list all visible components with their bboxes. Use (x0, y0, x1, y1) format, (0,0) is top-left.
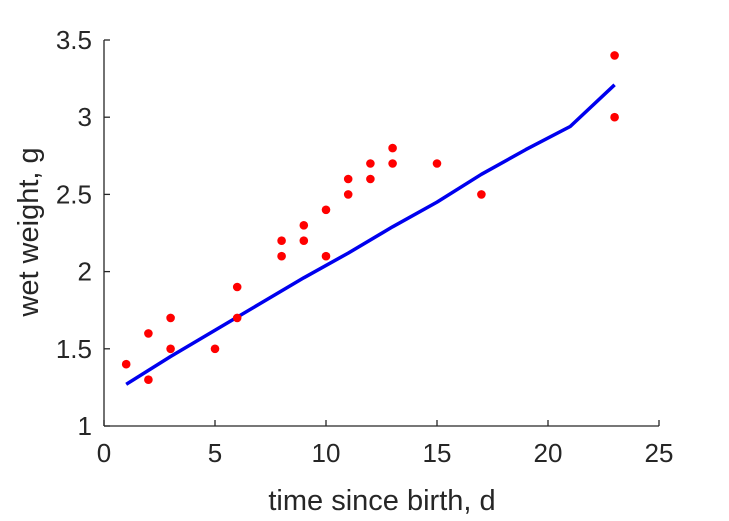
data-point (299, 221, 309, 230)
y-tick-label: 2.5 (56, 179, 92, 209)
x-tick-label: 15 (423, 438, 452, 468)
data-point (366, 174, 375, 184)
data-point (321, 251, 331, 261)
x-tick-label: 10 (312, 438, 341, 468)
data-point (610, 112, 619, 122)
data-point (210, 344, 220, 354)
tick-marks (103, 39, 660, 427)
x-tick-label: 0 (97, 438, 111, 468)
y-tick-label: 3.5 (56, 25, 92, 55)
axes (103, 40, 659, 427)
fit-line-layer (125, 83, 616, 386)
y-tick-label: 3 (78, 102, 92, 132)
data-point (432, 159, 442, 168)
data-point (366, 159, 375, 168)
data-point (121, 359, 131, 369)
data-point (144, 375, 153, 385)
y-tick-label: 1.5 (56, 334, 92, 364)
data-point (232, 313, 242, 323)
data-point (388, 143, 397, 153)
points-layer (121, 51, 619, 385)
data-point (321, 205, 331, 215)
x-tick-label: 5 (208, 438, 222, 468)
x-tick-label: 20 (534, 438, 563, 468)
data-point (610, 51, 619, 60)
fit-line (125, 83, 616, 386)
data-point (299, 236, 309, 245)
data-point (343, 190, 353, 199)
data-point (166, 313, 175, 323)
tick-labels: 0 5 10 15 20 25 1 1.5 2 2.5 3 3.5 (56, 25, 674, 468)
data-point (277, 251, 286, 261)
x-tick-label: 25 (645, 438, 674, 468)
data-point (277, 236, 286, 245)
data-point (388, 159, 397, 168)
y-axis-label: wet weight, g (13, 147, 45, 317)
data-point (166, 344, 175, 354)
x-axis-label: time since birth, d (268, 485, 495, 517)
data-point (343, 174, 353, 184)
data-point (477, 190, 486, 199)
y-tick-label: 1 (78, 411, 92, 441)
y-tick-label: 2 (78, 257, 92, 287)
data-point (232, 282, 242, 292)
data-point (144, 329, 153, 338)
